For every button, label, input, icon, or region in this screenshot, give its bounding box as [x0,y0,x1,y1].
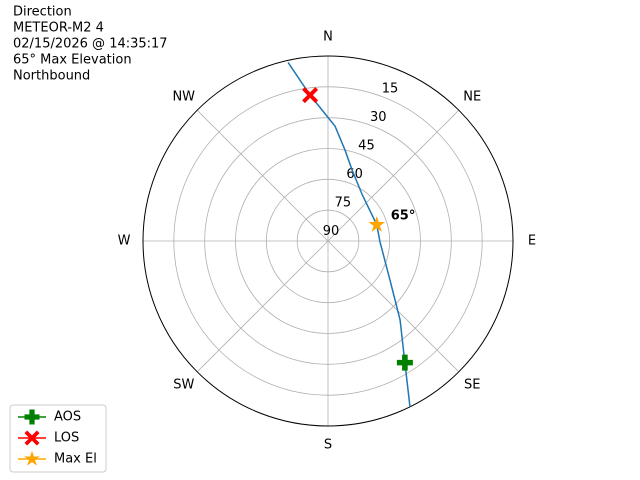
angular-tick-label: N [323,30,333,45]
legend-marker [24,409,40,425]
legend-marker [24,450,40,466]
angular-tick-label: E [528,234,536,249]
title-line: 65° Max Elevation [13,53,132,68]
radial-tick-label: 45 [358,139,375,154]
title-line: 02/15/2026 @ 14:35:17 [13,37,168,52]
angular-tick-label: W [118,234,131,249]
radial-grid-circle [265,178,391,304]
star-marker [368,215,386,232]
polar-frame [142,55,514,427]
x-marker [302,87,319,104]
radial-tick-label: 30 [370,110,387,125]
radial-grid-circle [296,209,360,273]
title-line: Direction [13,5,72,20]
radial-tick-label: 75 [335,196,352,211]
angular-tick-label: NW [172,89,195,104]
annotation: 65° [391,208,416,223]
legend-label: AOS [54,410,81,425]
angular-tick-label: SW [173,378,194,393]
plus-marker [396,354,413,371]
legend-marker [24,430,40,446]
title-line: Northbound [13,69,90,84]
legend-label: LOS [54,431,79,446]
radial-tick-label: 90 [323,224,340,239]
radial-grid-circle [235,148,421,334]
legend-label: Max El [54,452,97,467]
radial-tick-label: 15 [382,82,399,97]
angular-tick-label: NE [463,89,481,104]
angular-tick-label: S [324,438,332,453]
angular-tick-label: SE [464,378,480,393]
title-line: METEOR-M2 4 [13,21,104,36]
track-line [287,62,411,407]
radial-grid-circle [173,86,483,396]
